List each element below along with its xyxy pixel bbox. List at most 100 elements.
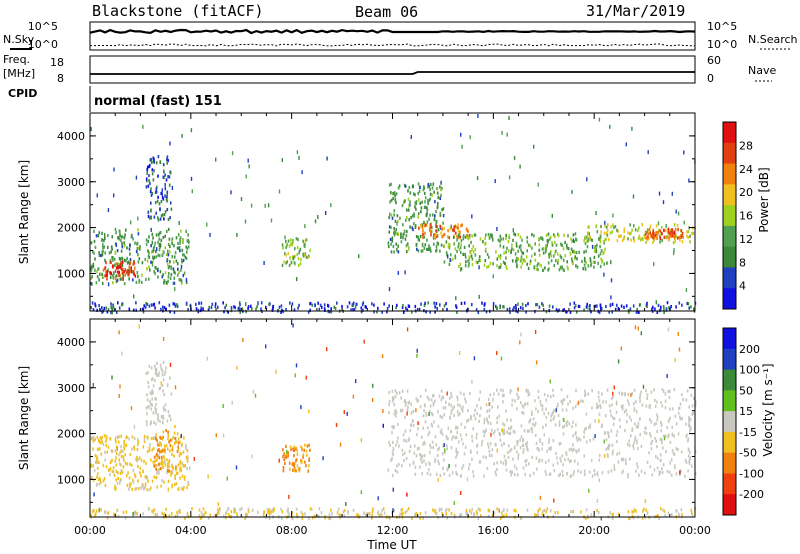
data-cell [107,234,109,238]
data-cell [653,238,655,242]
data-cell [558,442,561,446]
data-cell [175,465,177,469]
data-cell [148,265,150,269]
freq-label: Freq. [3,53,30,66]
data-cell [694,400,697,404]
data-cell [501,514,504,518]
data-cell [391,431,393,435]
data-cell [162,420,164,425]
data-cell [425,413,428,417]
data-cell [260,301,263,305]
data-cell [98,231,101,235]
data-cell [669,389,671,393]
data-cell [679,417,682,421]
data-cell [683,220,685,225]
data-cell [595,250,598,254]
data-cell [162,235,165,239]
data-cell [162,454,165,459]
data-cell [149,422,152,426]
data-cell [545,310,548,314]
data-cell [127,261,129,265]
data-cell [395,227,397,232]
data-cell [469,135,471,140]
data-cell [539,495,542,500]
data-cell [146,302,149,306]
data-cell [419,405,422,409]
data-cell [126,483,129,487]
data-cell [615,433,618,437]
data-cell [531,233,533,237]
data-cell [146,412,148,416]
data-cell [148,446,151,450]
data-cell [150,157,152,161]
data-cell [401,408,404,412]
data-cell [305,255,308,259]
data-cell [135,487,138,491]
data-cell [171,445,174,449]
data-cell [455,225,458,229]
data-cell [477,113,479,118]
data-cell [519,164,521,169]
data-cell [176,246,179,250]
data-cell [609,409,612,413]
data-cell [222,404,224,408]
data-cell [371,302,373,306]
data-cell [150,436,153,441]
data-cell [563,397,566,401]
data-cell [130,406,133,411]
data-cell [157,240,159,244]
data-cell [514,399,516,403]
data-cell [421,435,423,439]
data-cell [166,471,168,475]
power-data-marks [90,113,697,315]
data-cell [463,392,465,396]
data-cell [120,261,122,266]
data-cell [175,440,177,444]
data-cell [124,268,127,272]
data-cell [156,485,159,489]
data-cell [393,233,396,237]
data-cell [391,451,394,455]
data-cell [155,475,158,479]
data-cell [432,401,435,405]
data-cell [628,439,630,443]
data-cell [115,279,118,284]
data-cell [575,435,578,440]
data-cell [109,460,112,464]
data-cell [496,416,498,420]
data-cell [90,464,93,468]
data-cell [464,397,466,401]
data-cell [654,234,657,238]
data-cell [178,270,180,274]
data-cell [150,187,152,191]
data-cell [252,389,255,394]
data-cell [583,435,585,439]
data-cell [488,414,490,419]
data-cell [468,236,471,240]
data-cell [147,165,149,169]
data-cell [574,459,576,463]
data-cell [151,232,154,236]
data-cell [432,236,435,240]
data-cell [155,161,158,165]
data-cell [444,448,446,453]
data-cell [487,233,490,237]
data-cell [654,436,657,441]
data-cell [108,468,110,472]
data-cell [423,409,425,413]
data-cell [135,301,137,305]
data-cell [472,470,474,474]
data-cell [583,469,586,473]
data-cell [426,471,429,476]
data-cell [561,243,563,247]
data-cell [423,235,425,239]
data-cell [164,187,167,191]
data-cell [516,440,518,444]
data-cell [596,402,598,406]
data-cell [616,228,618,232]
data-cell [95,281,98,285]
data-cell [519,340,521,345]
data-cell [577,400,580,405]
data-cell [505,233,507,237]
